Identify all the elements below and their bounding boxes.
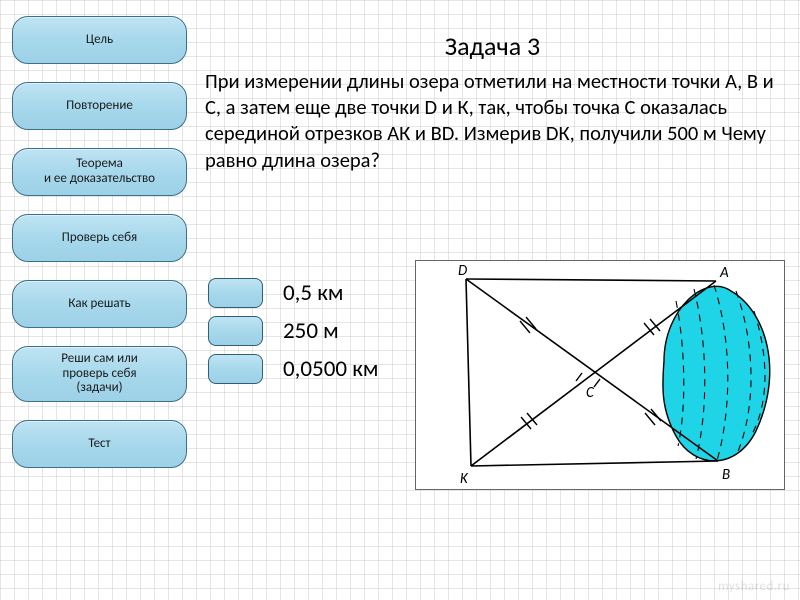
svg-text:C: C <box>586 384 595 402</box>
lake-shape <box>663 285 770 464</box>
answer-label: 0,0500 км <box>283 355 378 383</box>
answer-box-1[interactable] <box>208 278 263 308</box>
svg-text:A: A <box>719 264 729 282</box>
nav-goal-button[interactable]: Цель <box>12 16 187 64</box>
nav-howto-button[interactable]: Как решать <box>12 280 187 328</box>
answer-option-3: 0,0500 км <box>208 354 418 384</box>
answer-box-3[interactable] <box>208 354 263 384</box>
main-content: Задача 3 При измерении длины озера отмет… <box>205 30 780 173</box>
answer-option-2: 250 м <box>208 316 418 346</box>
answer-box-2[interactable] <box>208 316 263 346</box>
svg-text:B: B <box>722 466 730 484</box>
problem-title: Задача 3 <box>205 30 780 62</box>
nav-solve-button[interactable]: Реши сам или проверь себя (задачи) <box>12 346 187 402</box>
svg-text:D: D <box>458 262 467 280</box>
nav-label: Цель <box>86 33 113 48</box>
answer-list: 0,5 км 250 м 0,0500 км <box>208 278 418 392</box>
nav-check-button[interactable]: Проверь себя <box>12 214 187 262</box>
watermark: myshared.ru <box>718 579 790 594</box>
answer-label: 0,5 км <box>283 279 343 307</box>
diagram-svg: D A C K B <box>416 261 786 491</box>
svg-text:K: K <box>460 470 469 488</box>
nav-theorem-button[interactable]: Теорема и ее доказательство <box>12 148 187 196</box>
nav-label: Тест <box>88 437 110 452</box>
answer-label: 250 м <box>283 317 339 345</box>
nav-label: Повторение <box>66 99 133 114</box>
problem-text: При измерении длины озера отметили на ме… <box>205 68 780 173</box>
sidebar: Цель Повторение Теорема и ее доказательс… <box>12 16 187 468</box>
nav-label: Теорема и ее доказательство <box>44 157 155 187</box>
nav-repeat-button[interactable]: Повторение <box>12 82 187 130</box>
nav-label: Проверь себя <box>62 231 137 246</box>
nav-label: Реши сам или проверь себя (задачи) <box>61 352 138 397</box>
geometry-diagram: D A C K B <box>415 260 785 490</box>
answer-option-1: 0,5 км <box>208 278 418 308</box>
nav-test-button[interactable]: Тест <box>12 420 187 468</box>
nav-label: Как решать <box>68 297 130 312</box>
